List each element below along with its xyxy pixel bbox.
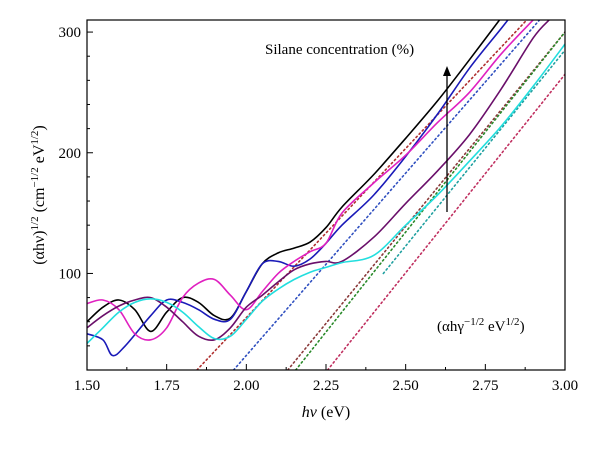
x-tick-label: 1.50 bbox=[74, 378, 100, 394]
y-tick-label: 100 bbox=[59, 266, 82, 282]
x-tick-label: 1.75 bbox=[154, 378, 180, 394]
x-ticks: 1.50 1.75 2.00 2.25 2.50 2.75 3.00 bbox=[74, 364, 578, 394]
series-line-3 bbox=[87, 20, 534, 341]
corner-label: (αhγ−1/2 eV1/2) bbox=[437, 316, 525, 335]
x-tick-label: 2.75 bbox=[472, 378, 498, 394]
y-axis-title: (αhν)1/2 (cm−1/2 eV1/2) bbox=[29, 125, 48, 265]
x-tick-label: 3.00 bbox=[552, 378, 578, 394]
fit-line-5 bbox=[326, 73, 565, 370]
x-tick-label: 2.25 bbox=[313, 378, 339, 394]
concentration-arrow bbox=[443, 66, 451, 212]
fit-line-3 bbox=[286, 31, 565, 370]
y-tick-label: 200 bbox=[59, 146, 82, 162]
y-tick-label: 300 bbox=[59, 25, 82, 41]
x-tick-label: 2.50 bbox=[393, 378, 419, 394]
plot-frame bbox=[86, 19, 566, 371]
fit-line-1 bbox=[196, 20, 528, 370]
arrow-label: Silane concentration (%) bbox=[265, 42, 414, 58]
fit-line-2 bbox=[232, 20, 541, 370]
series-line-4 bbox=[87, 20, 550, 342]
x-tick-label: 2.00 bbox=[233, 378, 259, 394]
series-line-2 bbox=[87, 20, 509, 357]
series-lines bbox=[87, 20, 565, 357]
x-axis-title: hν (eV) bbox=[302, 404, 350, 421]
fit-line-6 bbox=[382, 49, 565, 275]
series-line-5 bbox=[87, 43, 565, 344]
y-ticks: 100 200 300 bbox=[59, 25, 93, 347]
